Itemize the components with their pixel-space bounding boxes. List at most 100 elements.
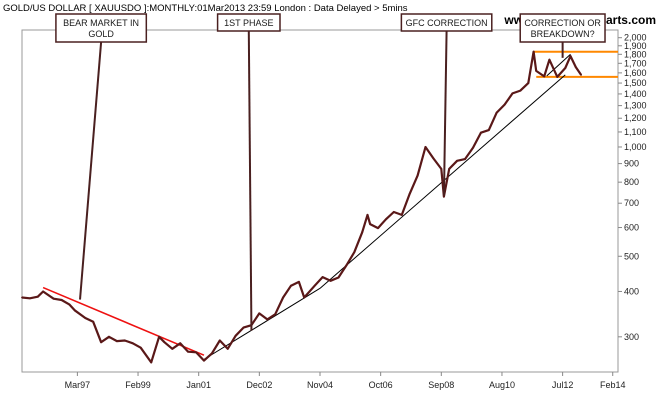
y-tick-label: 1,000: [624, 142, 647, 152]
price-point: [321, 276, 324, 279]
price-point: [564, 67, 567, 69]
price-point: [108, 335, 110, 338]
x-axis: Mar97 Feb99 Jan01 Dec02 Nov04 Oct06 Sep08 Aug10…: [65, 372, 626, 390]
x-tick-label: Mar97: [65, 380, 91, 390]
y-tick-label: 400: [624, 286, 639, 296]
price-point: [218, 339, 221, 342]
x-tick-label: Dec02: [246, 380, 272, 390]
price-point: [569, 55, 572, 57]
price-point: [487, 129, 490, 132]
price-point: [100, 341, 103, 344]
price-point: [580, 73, 582, 76]
price-point: [29, 297, 31, 300]
x-tick-label: Sep08: [428, 380, 454, 390]
y-tick-label: 1,400: [624, 89, 647, 99]
annotation-label: GOLD: [88, 29, 114, 39]
y-tick-label: 300: [624, 332, 639, 342]
price-point: [532, 50, 535, 53]
price-point: [242, 326, 245, 329]
price-point: [179, 342, 182, 345]
x-tick-label: Jul12: [552, 380, 574, 390]
price-point: [574, 66, 577, 68]
price-point: [456, 159, 459, 162]
price-point: [84, 317, 87, 319]
y-tick-label: 800: [624, 177, 639, 187]
x-tick-label: Nov04: [307, 380, 333, 390]
price-line: [21, 50, 583, 364]
annotation-box: [216, 13, 281, 32]
price-point: [158, 335, 161, 338]
price-point: [556, 75, 559, 78]
annotation-label: 1ST PHASE: [224, 18, 273, 28]
price-point: [329, 279, 332, 282]
x-tick-label: Aug10: [489, 380, 515, 390]
price-point: [535, 70, 538, 72]
price-series: [21, 50, 583, 364]
y-tick-label: 900: [624, 159, 639, 169]
annotation-box: [55, 13, 148, 43]
annotation-label: BREAKDOWN?: [531, 29, 595, 39]
price-point: [543, 75, 546, 78]
price-point: [527, 82, 530, 84]
price-point: [337, 276, 340, 279]
price-point: [472, 146, 474, 149]
price-point: [266, 318, 269, 321]
price-point: [68, 303, 71, 306]
price-point: [448, 168, 451, 170]
y-tick-label: 1,900: [624, 41, 647, 51]
price-point: [123, 339, 126, 342]
price-point: [234, 334, 237, 337]
y-axis: 300 400 500 600 700 800 900 1,000 1,100 1,200 1,30…: [618, 33, 647, 342]
price-point: [131, 342, 134, 345]
annotation-pointer: [247, 30, 253, 331]
trend-line: [42, 286, 205, 356]
price-point: [392, 211, 395, 213]
price-point: [73, 309, 76, 312]
price-point: [345, 264, 348, 267]
y-tick-label: 2,000: [624, 33, 647, 43]
y-tick-label: 1,600: [624, 68, 647, 78]
price-point: [424, 146, 427, 148]
price-point: [195, 351, 197, 354]
price-point: [226, 347, 229, 350]
y-tick-label: 1,500: [624, 78, 647, 88]
price-point: [519, 89, 522, 92]
price-point: [116, 340, 118, 342]
price-point: [479, 131, 482, 134]
price-point: [432, 157, 435, 160]
price-point: [548, 58, 551, 61]
price-point: [369, 223, 372, 226]
price-point: [203, 359, 205, 362]
x-tick-label: Jan01: [186, 380, 211, 390]
price-point: [92, 320, 95, 323]
price-point: [258, 312, 261, 315]
price-point: [52, 297, 55, 300]
price-point: [385, 218, 387, 221]
price-point: [408, 192, 411, 195]
x-tick-label: Oct06: [369, 380, 393, 390]
chart-title: GOLD/US DOLLAR [ XAUUSDO ]:MONTHLY:01Mar…: [3, 3, 408, 14]
annotation-label: CORRECTION OR: [524, 18, 601, 28]
price-point: [36, 295, 39, 298]
price-point: [282, 296, 284, 299]
price-point: [139, 346, 142, 349]
trend-line: [203, 287, 321, 360]
price-point: [361, 231, 364, 234]
annotation-box: [400, 13, 493, 32]
annotation-label: GFC CORRECTION: [406, 18, 488, 28]
x-tick-label: Feb99: [125, 380, 151, 390]
price-point: [440, 168, 443, 170]
x-tick-label: Feb14: [600, 380, 626, 390]
annotation-label: BEAR MARKET IN: [63, 18, 139, 28]
price-point: [210, 352, 213, 355]
price-point: [400, 214, 403, 216]
price-point: [150, 361, 153, 364]
price-point: [366, 214, 369, 216]
annotation-pointer: [79, 41, 103, 300]
price-point: [187, 350, 190, 353]
y-tick-label: 600: [624, 223, 639, 233]
y-tick-label: 1,700: [624, 58, 647, 68]
